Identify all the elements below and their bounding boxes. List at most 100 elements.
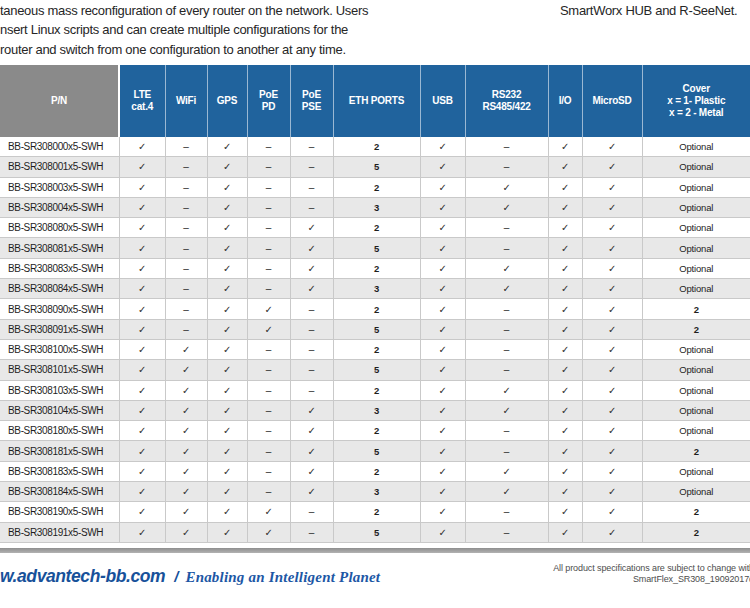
cell-gps: ✓	[207, 258, 247, 278]
cell-usb: ✓	[420, 258, 465, 278]
cell-rs232: ✓	[465, 482, 548, 502]
check-icon: ✓	[138, 222, 146, 233]
cell-rs232: –	[465, 522, 548, 542]
cell-value: Optional	[679, 182, 713, 193]
check-icon: ✓	[223, 222, 231, 233]
pn-cell: BB-SR308180x5-SWH	[0, 421, 119, 441]
dash-icon: –	[504, 506, 509, 517]
check-icon: ✓	[138, 182, 146, 193]
cell-wifi: –	[165, 157, 207, 177]
dash-icon: –	[309, 324, 314, 335]
check-icon: ✓	[608, 466, 616, 477]
cell-poe-pd: –	[247, 279, 290, 299]
table-row: BB-SR308001x5-SWH✓–✓––5✓–✓✓Optional	[0, 157, 750, 177]
check-icon: ✓	[307, 446, 315, 457]
table-row: BB-SR308191x5-SWH✓✓✓✓–5✓–✓✓2	[0, 522, 750, 542]
dash-icon: –	[183, 202, 188, 213]
cell-wifi: –	[165, 218, 207, 238]
cell-cover: Optional	[642, 258, 750, 278]
cell-poe-pd: –	[247, 339, 290, 359]
cell-lte: ✓	[119, 502, 165, 522]
check-icon: ✓	[307, 425, 315, 436]
check-icon: ✓	[438, 161, 446, 172]
website-url[interactable]: w.advantech-bb.com	[0, 566, 165, 586]
check-icon: ✓	[438, 182, 446, 193]
footer-note-line-1: All product specifications are subject t…	[553, 563, 750, 574]
check-icon: ✓	[561, 364, 569, 375]
cell-cover: Optional	[642, 137, 750, 157]
cell-poe-pd: –	[247, 177, 290, 197]
check-icon: ✓	[608, 486, 616, 497]
check-icon: ✓	[561, 182, 569, 193]
cell-eth: 3	[333, 400, 420, 420]
table-header-row: P/NLTEcat.4WiFiGPSPoEPDPoEPSEETH PORTSUS…	[0, 65, 750, 137]
cell-cover: Optional	[642, 177, 750, 197]
check-icon: ✓	[138, 141, 146, 152]
pn-cell: BB-SR308104x5-SWH	[0, 400, 119, 420]
table-row: BB-SR308004x5-SWH✓–✓––3✓✓✓✓Optional	[0, 197, 750, 217]
cell-poe-pse: –	[290, 319, 333, 339]
cell-gps: ✓	[207, 319, 247, 339]
check-icon: ✓	[182, 344, 190, 355]
column-header-wifi: WiFi	[165, 65, 207, 137]
check-icon: ✓	[438, 506, 446, 517]
dash-icon: –	[266, 141, 271, 152]
product-spec-table: P/NLTEcat.4WiFiGPSPoEPDPoEPSEETH PORTSUS…	[0, 65, 750, 543]
cell-poe-pd: ✓	[247, 299, 290, 319]
check-icon: ✓	[502, 283, 510, 294]
column-header-eth: ETH PORTS	[333, 65, 420, 137]
dash-icon: –	[266, 425, 271, 436]
check-icon: ✓	[438, 243, 446, 254]
cell-io: ✓	[548, 502, 582, 522]
check-icon: ✓	[138, 364, 146, 375]
check-icon: ✓	[438, 364, 446, 375]
cell-io: ✓	[548, 258, 582, 278]
check-icon: ✓	[223, 486, 231, 497]
column-header-poe-pse: PoEPSE	[290, 65, 333, 137]
cell-io: ✓	[548, 157, 582, 177]
cell-value: Optional	[679, 486, 713, 497]
dash-icon: –	[266, 222, 271, 233]
cell-lte: ✓	[119, 522, 165, 542]
cell-poe-pse: –	[290, 339, 333, 359]
cell-gps: ✓	[207, 197, 247, 217]
cell-rs232: ✓	[465, 197, 548, 217]
cell-lte: ✓	[119, 400, 165, 420]
cell-eth: 5	[333, 238, 420, 258]
dash-icon: –	[183, 141, 188, 152]
cell-io: ✓	[548, 218, 582, 238]
cell-value: Optional	[679, 466, 713, 477]
cell-microsd: ✓	[582, 218, 642, 238]
check-icon: ✓	[438, 304, 446, 315]
cell-poe-pse: ✓	[290, 461, 333, 481]
check-icon: ✓	[502, 466, 510, 477]
cell-poe-pse: –	[290, 360, 333, 380]
dash-icon: –	[504, 141, 509, 152]
check-icon: ✓	[502, 405, 510, 416]
dash-icon: –	[266, 182, 271, 193]
cell-wifi: ✓	[165, 421, 207, 441]
cell-poe-pd: –	[247, 238, 290, 258]
check-icon: ✓	[182, 466, 190, 477]
cell-cover: Optional	[642, 360, 750, 380]
cell-gps: ✓	[207, 238, 247, 258]
cell-cover: 2	[642, 299, 750, 319]
cell-poe-pd: –	[247, 157, 290, 177]
cell-rs232: –	[465, 218, 548, 238]
column-header-usb: USB	[420, 65, 465, 137]
cell-value: 2	[374, 304, 379, 315]
check-icon: ✓	[608, 243, 616, 254]
cell-poe-pse: –	[290, 380, 333, 400]
check-icon: ✓	[138, 527, 146, 538]
cell-eth: 2	[333, 258, 420, 278]
dash-icon: –	[504, 161, 509, 172]
check-icon: ✓	[138, 283, 146, 294]
cell-gps: ✓	[207, 461, 247, 481]
cell-poe-pse: –	[290, 137, 333, 157]
check-icon: ✓	[561, 385, 569, 396]
column-header-gps: GPS	[207, 65, 247, 137]
cell-eth: 2	[333, 502, 420, 522]
cell-rs232: –	[465, 157, 548, 177]
check-icon: ✓	[608, 446, 616, 457]
cell-io: ✓	[548, 360, 582, 380]
